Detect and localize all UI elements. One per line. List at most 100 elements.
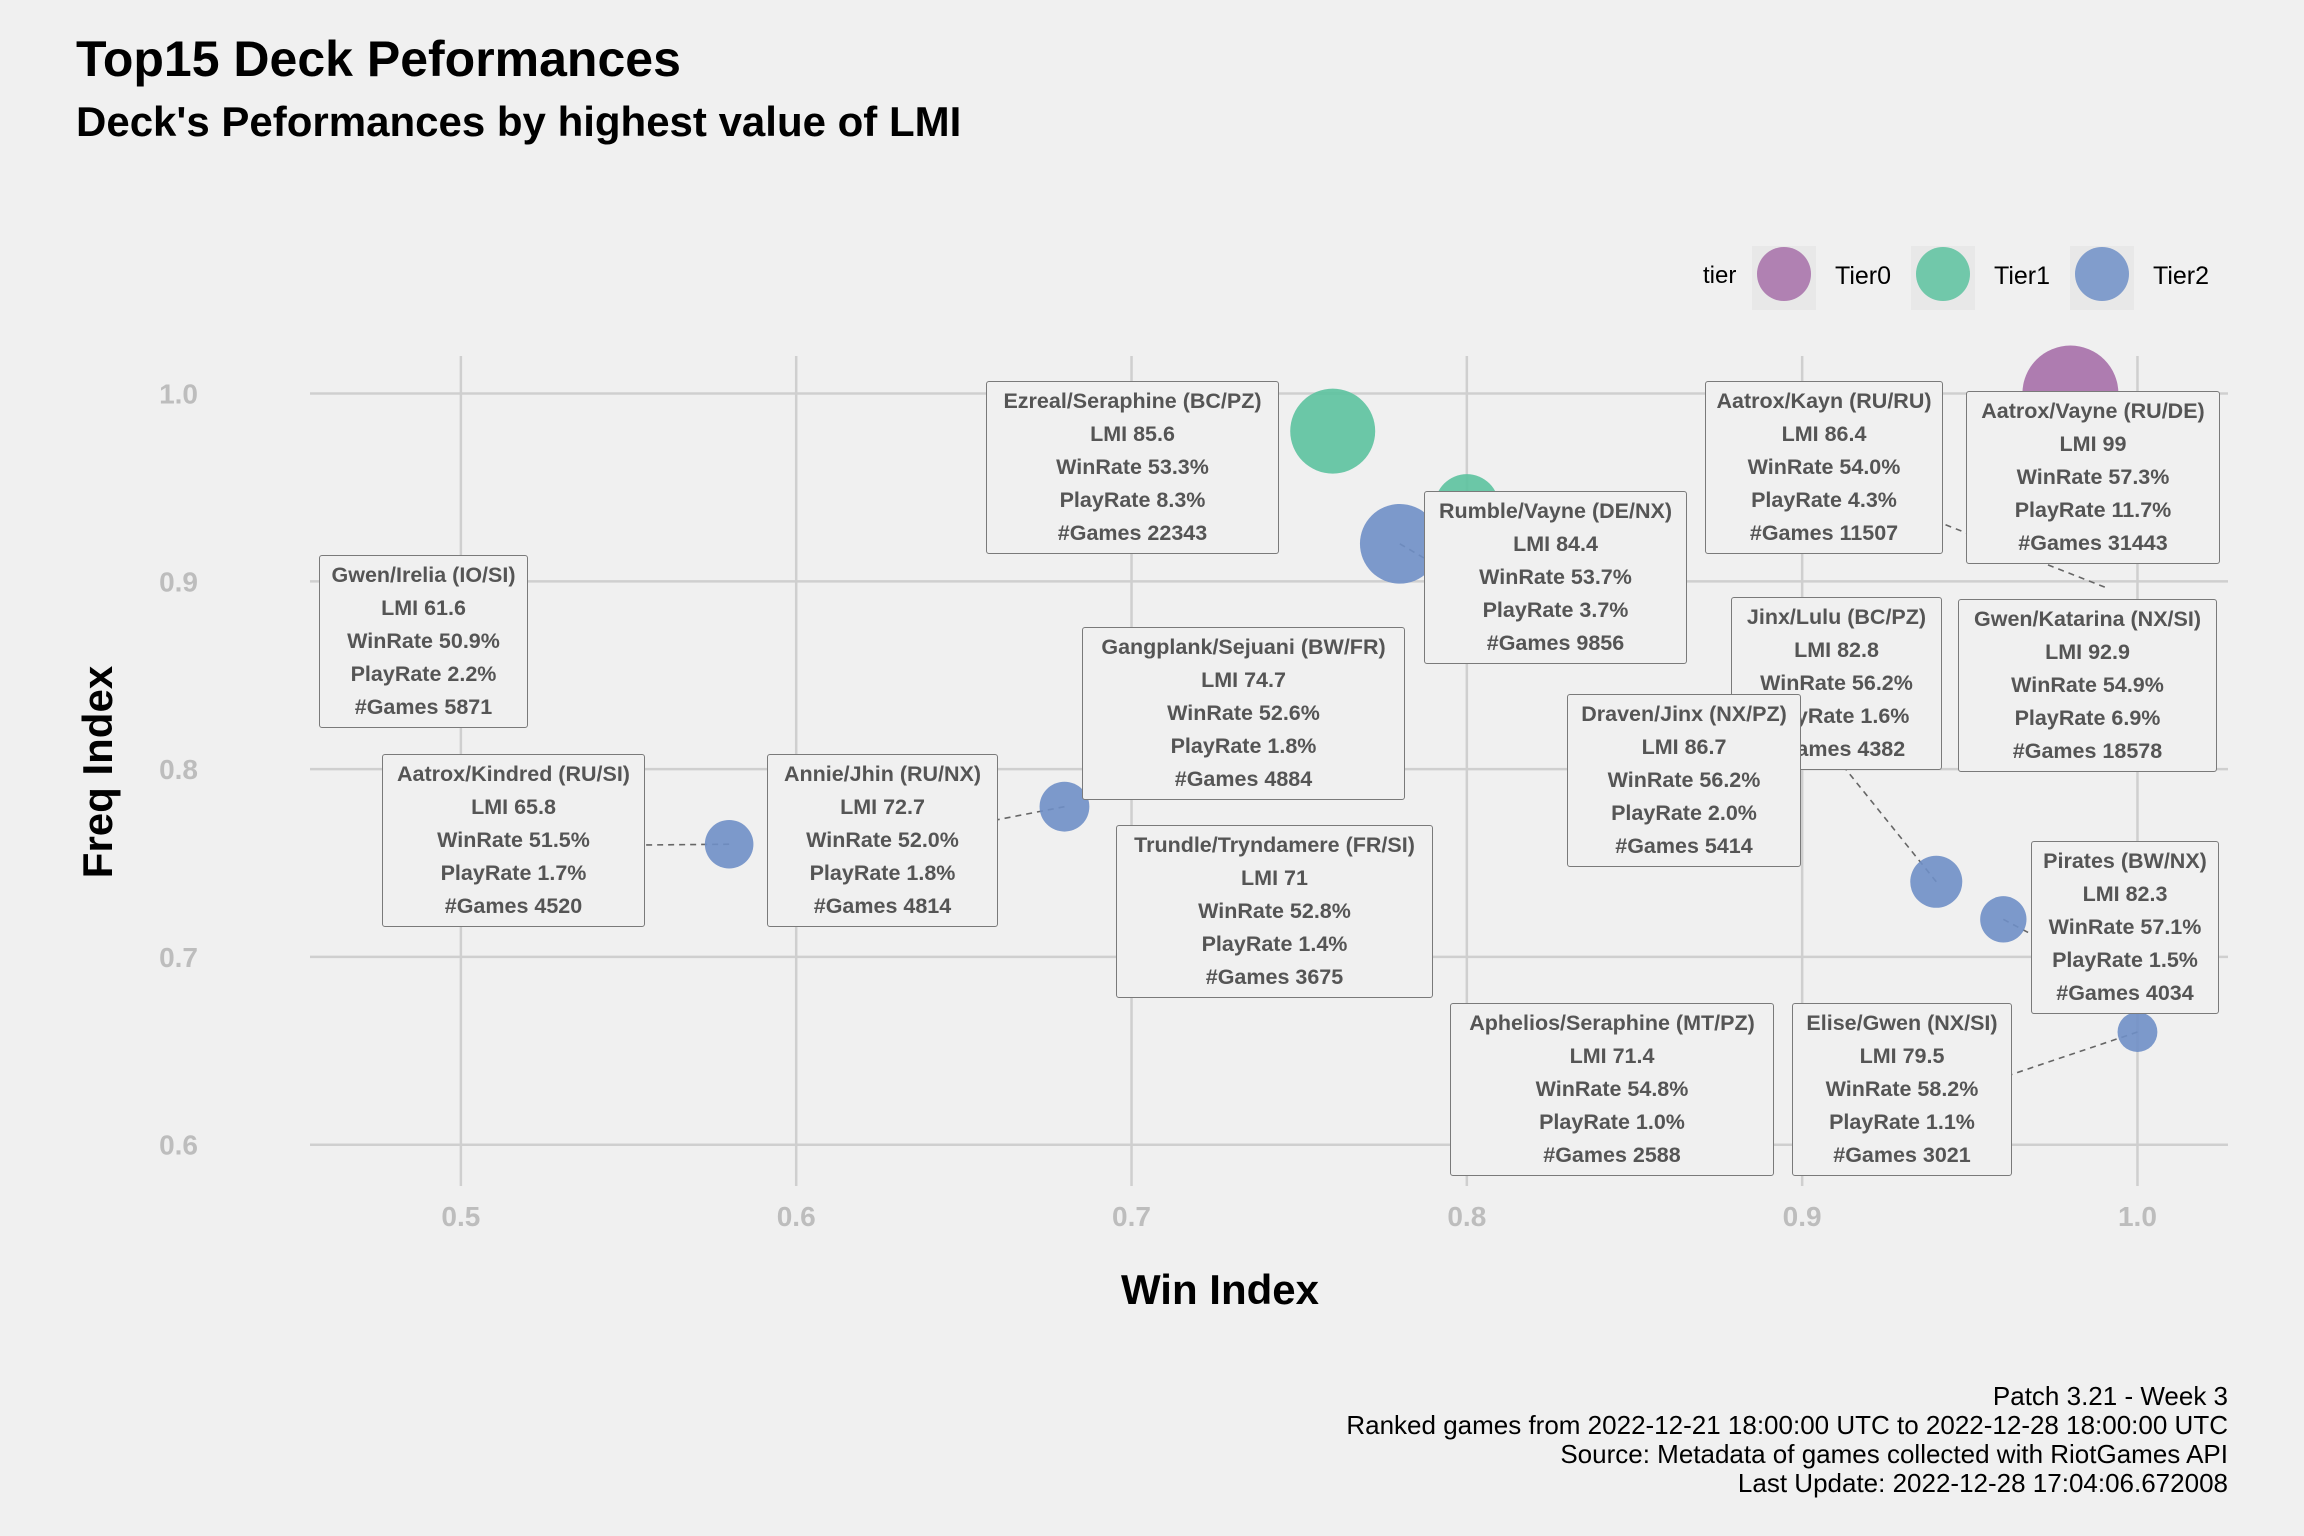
deck-label-winrate: WinRate 52.8% xyxy=(1198,899,1351,923)
deck-label: Pirates (BW/NX) LMI 82.3 WinRate 57.1% Play… xyxy=(2031,841,2219,1014)
legend-swatch-tier1 xyxy=(1916,247,1970,301)
deck-label-deck: Aatrox/Vayne (RU/DE) xyxy=(1981,399,2205,423)
y-tick-label: 0.6 xyxy=(159,1130,198,1161)
data-point xyxy=(2117,1012,2158,1052)
deck-label-playrate: PlayRate 6.9% xyxy=(2014,706,2161,730)
deck-label-lmi: LMI 92.9 xyxy=(2045,640,2130,664)
deck-label-playrate: PlayRate 1.4% xyxy=(1201,932,1348,956)
deck-label-lmi: LMI 72.7 xyxy=(840,795,925,819)
y-tick-label: 1.0 xyxy=(159,379,198,410)
deck-label-deck: Pirates (BW/NX) xyxy=(2043,849,2207,873)
deck-label-lmi: LMI 82.3 xyxy=(2082,882,2168,906)
caption-range: Ranked games from 2022-12-21 18:00:00 UT… xyxy=(1346,1410,2228,1440)
deck-label-winrate: WinRate 53.3% xyxy=(1056,455,1209,479)
deck-label-playrate: PlayRate 1.1% xyxy=(1829,1110,1975,1134)
deck-label-winrate: WinRate 52.6% xyxy=(1167,701,1320,725)
deck-label: Annie/Jhin (RU/NX) LMI 72.7 WinRate 52.0% P… xyxy=(767,754,998,927)
legend-swatch-tier0 xyxy=(1757,247,1811,301)
deck-label-playrate: PlayRate 3.7% xyxy=(1482,598,1629,622)
deck-label-winrate: WinRate 54.8% xyxy=(1535,1077,1689,1101)
deck-label: Elise/Gwen (NX/SI) LMI 79.5 WinRate 58.2% P… xyxy=(1792,1003,2012,1176)
deck-label-playrate: PlayRate 4.3% xyxy=(1751,488,1897,512)
deck-label-winrate: WinRate 56.2% xyxy=(1760,671,1913,695)
deck-label-playrate: PlayRate 8.3% xyxy=(1059,488,1206,512)
legend-label-tier1: Tier1 xyxy=(1994,262,2050,290)
deck-label-games: #Games 2588 xyxy=(1543,1143,1681,1167)
deck-label-lmi: LMI 74.7 xyxy=(1201,668,1286,692)
deck-label-deck: Aatrox/Kayn (RU/RU) xyxy=(1716,389,1932,413)
caption: Patch 3.21 - Week 3 Ranked games from 20… xyxy=(1346,1382,2228,1498)
deck-label: Gangplank/Sejuani (BW/FR) LMI 74.7 WinRate… xyxy=(1082,627,1405,800)
data-point xyxy=(1910,855,1963,908)
deck-label-deck: Gangplank/Sejuani (BW/FR) xyxy=(1101,635,1386,659)
tick-labels: 0.5 0.6 0.7 0.8 0.9 1.0 0.6 0.7 0.8 0.9 1.0 xyxy=(159,379,2157,1232)
y-tick-label: 0.8 xyxy=(159,754,198,785)
deck-label-lmi: LMI 61.6 xyxy=(381,596,466,620)
deck-label-playrate: PlayRate 1.8% xyxy=(1170,734,1317,758)
deck-label-games: #Games 4814 xyxy=(813,894,952,918)
x-tick-label: 0.5 xyxy=(441,1201,480,1232)
deck-label: Draven/Jinx (NX/PZ) LMI 86.7 WinRate 56.2%… xyxy=(1567,694,1801,867)
deck-label-games: #Games 5871 xyxy=(354,695,493,719)
legend-title: tier xyxy=(1703,262,1736,289)
caption-update: Last Update: 2022-12-28 17:04:06.672008 xyxy=(1737,1468,2228,1498)
legend-item-tier2: Tier2 xyxy=(2070,246,2209,310)
x-tick-label: 0.9 xyxy=(1783,1201,1822,1232)
deck-label-games: #Games 22343 xyxy=(1057,521,1208,545)
deck-label: Gwen/Irelia (IO/SI) LMI 61.6 WinRate 50.9%… xyxy=(319,555,528,728)
deck-label: Aatrox/Vayne (RU/DE) LMI 99 WinRate 57.3% P… xyxy=(1966,391,2220,564)
legend-label-tier2: Tier2 xyxy=(2153,262,2209,290)
deck-label-winrate: WinRate 50.9% xyxy=(347,629,500,653)
deck-label-games: #Games 4034 xyxy=(2056,981,2194,1005)
deck-label-lmi: LMI 82.8 xyxy=(1794,638,1879,662)
legend-item-tier1: Tier1 xyxy=(1911,246,2050,310)
deck-label-deck: Rumble/Vayne (DE/NX) xyxy=(1439,499,1672,523)
y-axis-title: Freq Index xyxy=(74,665,121,878)
deck-label-winrate: WinRate 53.7% xyxy=(1479,565,1632,589)
caption-patch: Patch 3.21 - Week 3 xyxy=(1992,1381,2228,1411)
deck-label-games: #Games 3675 xyxy=(1205,965,1344,989)
deck-label: Aatrox/Kindred (RU/SI) LMI 65.8 WinRate 51… xyxy=(382,754,645,927)
deck-label-games: #Games 4884 xyxy=(1174,767,1313,791)
data-point xyxy=(1290,388,1376,474)
deck-label-deck: Elise/Gwen (NX/SI) xyxy=(1806,1011,1998,1035)
chart-title: Top15 Deck Peformances xyxy=(76,31,681,87)
deck-label-deck: Gwen/Katarina (NX/SI) xyxy=(1974,607,2201,631)
legend-swatch-tier2 xyxy=(2075,247,2129,301)
deck-label-games: #Games 3021 xyxy=(1833,1143,1971,1167)
deck-label-winrate: WinRate 57.1% xyxy=(2048,915,2202,939)
legend-item-tier0: Tier0 xyxy=(1752,246,1891,310)
deck-label-games: #Games 11507 xyxy=(1749,521,1899,545)
deck-label-winrate: WinRate 54.0% xyxy=(1747,455,1901,479)
data-point xyxy=(704,819,754,869)
chart-subtitle: Deck's Peformances by highest value of L… xyxy=(76,98,962,145)
data-point xyxy=(1039,781,1090,832)
deck-label-lmi: LMI 71.4 xyxy=(1569,1044,1655,1068)
deck-label-deck: Ezreal/Seraphine (BC/PZ) xyxy=(1003,389,1262,413)
data-point xyxy=(1359,503,1440,584)
deck-label-lmi: LMI 71 xyxy=(1241,866,1308,890)
legend: tier Tier0 Tier1 Tier2 xyxy=(1703,246,2209,310)
deck-label-playrate: PlayRate 1.7% xyxy=(440,861,587,885)
deck-label-lmi: LMI 86.7 xyxy=(1641,735,1727,759)
deck-label-deck: Annie/Jhin (RU/NX) xyxy=(783,762,982,786)
deck-label-deck: Aatrox/Kindred (RU/SI) xyxy=(397,762,630,786)
deck-label-deck: Jinx/Lulu (BC/PZ) xyxy=(1746,605,1927,629)
deck-label-playrate: PlayRate 11.7% xyxy=(2014,498,2172,522)
deck-label-lmi: LMI 65.8 xyxy=(471,795,556,819)
deck-label-winrate: WinRate 57.3% xyxy=(2016,465,2170,489)
deck-label-winrate: WinRate 56.2% xyxy=(1607,768,1761,792)
deck-label-playrate: PlayRate 2.2% xyxy=(350,662,497,686)
deck-label-games: #Games 9856 xyxy=(1486,631,1625,655)
deck-label: Jinx/Lulu (BC/PZ) LMI 82.8 WinRate 56.2% Pl… xyxy=(1731,597,1942,770)
deck-label-deck: Trundle/Tryndamere (FR/SI) xyxy=(1134,833,1415,857)
data-point xyxy=(1980,896,2027,943)
label-connector xyxy=(1806,720,1937,883)
legend-label-tier0: Tier0 xyxy=(1835,262,1891,290)
deck-label-playrate: PlayRate 1.8% xyxy=(809,861,956,885)
deck-label-lmi: LMI 85.6 xyxy=(1090,422,1175,446)
deck-label-lmi: LMI 84.4 xyxy=(1513,532,1598,556)
deck-label-winrate: WinRate 52.0% xyxy=(806,828,959,852)
deck-label-games: #Games 5414 xyxy=(1615,834,1753,858)
deck-label: Aatrox/Kayn (RU/RU) LMI 86.4 WinRate 54.0%… xyxy=(1705,381,1943,554)
